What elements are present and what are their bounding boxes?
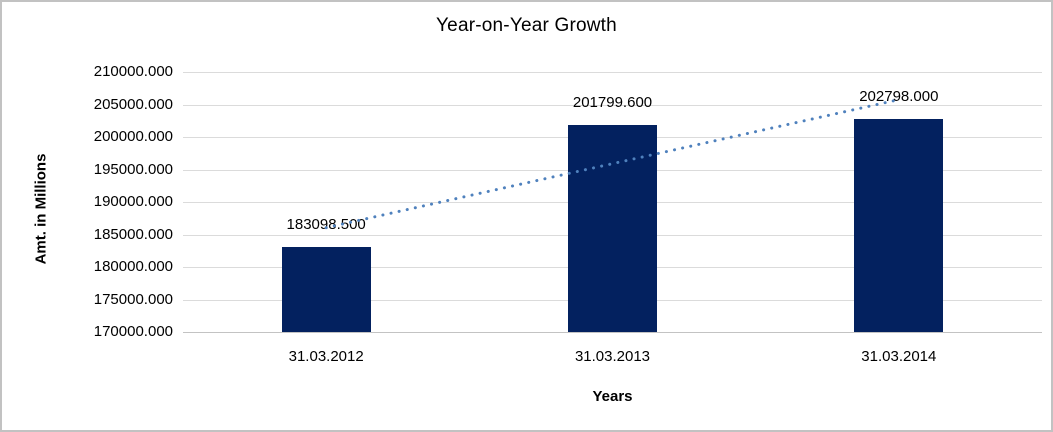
y-tick-label: 170000.000 xyxy=(93,323,173,340)
gridline xyxy=(183,104,1042,106)
x-axis-title: Years xyxy=(592,388,633,405)
y-tick-label: 200000.000 xyxy=(93,128,173,145)
trendline xyxy=(324,98,901,230)
x-axis-line xyxy=(183,332,1042,333)
y-tick-label: 195000.000 xyxy=(93,160,173,178)
y-tick-label: 185000.000 xyxy=(93,225,173,243)
x-category-label: 31.03.2014 xyxy=(861,348,937,365)
bar-value-label: 202798.000 xyxy=(859,87,939,105)
bar-value-label: 183098.500 xyxy=(286,215,366,233)
chart-title: Year-on-Year Growth xyxy=(436,15,617,36)
y-tick-label: 205000.000 xyxy=(93,95,173,113)
gridline xyxy=(183,72,1042,73)
y-tick-label: 210000.000 xyxy=(93,63,173,80)
bar-31.03.2013 xyxy=(568,125,657,332)
bar-31.03.2014 xyxy=(854,118,944,332)
y-tick-label: 175000.000 xyxy=(93,290,173,308)
y-tick-label: 190000.000 xyxy=(93,193,173,210)
bar-value-label: 201799.600 xyxy=(572,94,653,112)
y-tick-label: 180000.000 xyxy=(93,258,173,275)
x-category-label: 31.03.2013 xyxy=(574,348,651,365)
plot-area: 183098.500 201799.600 202798.000 xyxy=(183,72,1042,333)
x-category-label: 31.03.2012 xyxy=(288,348,364,365)
bar-31.03.2012 xyxy=(281,246,371,332)
